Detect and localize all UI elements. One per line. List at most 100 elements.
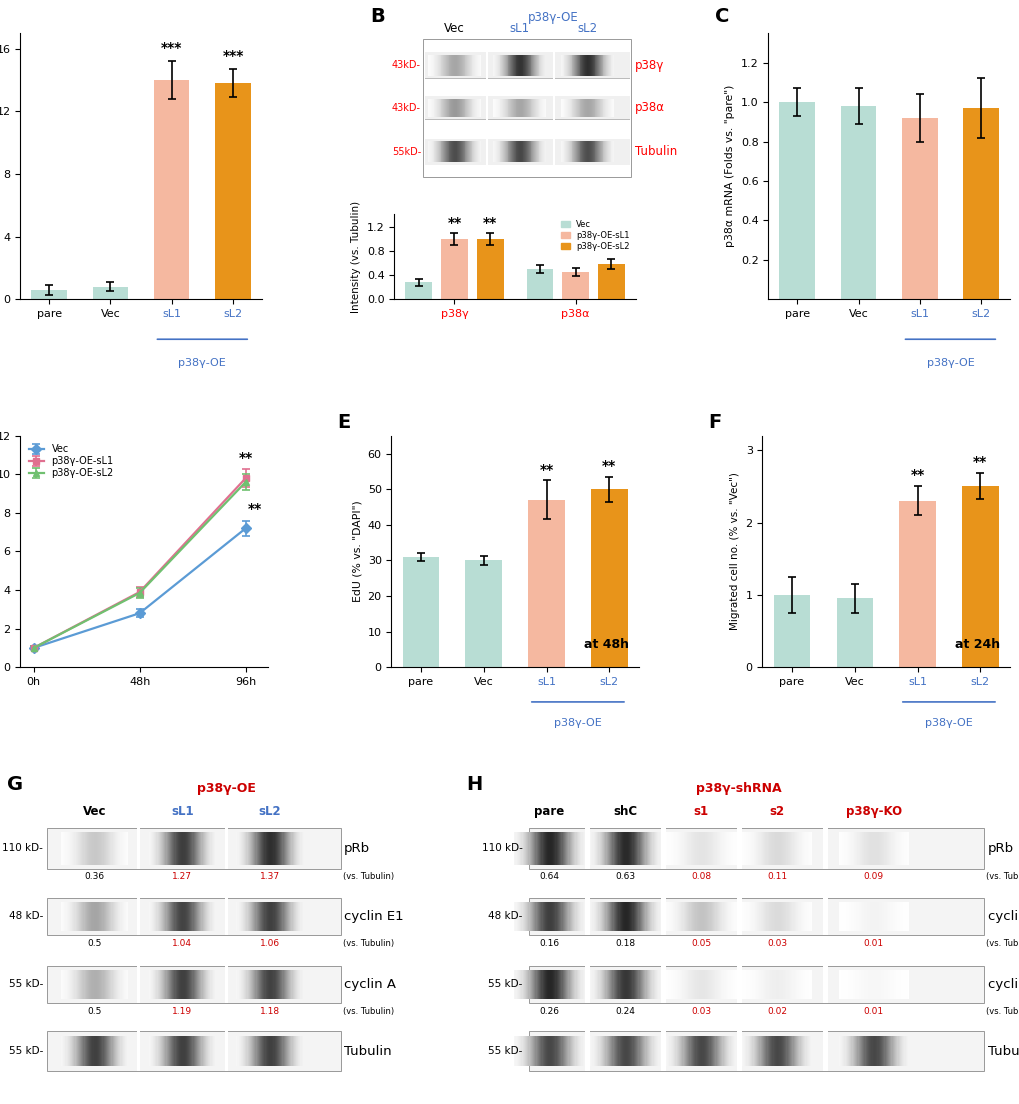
Bar	[629, 902, 630, 932]
Bar	[684, 832, 686, 864]
Bar	[255, 902, 257, 932]
Bar	[847, 969, 848, 999]
Bar	[777, 832, 779, 864]
Text: B: B	[370, 7, 385, 25]
Bar	[695, 832, 696, 864]
Bar	[279, 1036, 280, 1066]
Bar	[692, 969, 694, 999]
Bar	[120, 1036, 121, 1066]
Bar	[712, 969, 713, 999]
Text: F: F	[707, 413, 720, 432]
Bar	[697, 969, 698, 999]
Bar	[240, 1036, 242, 1066]
Bar	[562, 832, 564, 864]
Bar	[853, 902, 854, 932]
Bar	[679, 969, 680, 999]
Bar	[718, 832, 719, 864]
Bar	[688, 902, 689, 932]
Text: 0.24: 0.24	[614, 1007, 635, 1016]
Bar	[651, 969, 652, 999]
Bar	[574, 832, 575, 864]
Bar	[720, 832, 721, 864]
Bar	[86, 969, 87, 999]
Bar	[727, 832, 728, 864]
Bar	[224, 898, 227, 935]
Bar	[184, 969, 185, 999]
Bar	[608, 902, 609, 932]
Bar	[852, 902, 853, 932]
Bar	[675, 832, 676, 864]
Bar	[607, 969, 608, 999]
Bar	[901, 118, 936, 299]
Bar	[110, 969, 111, 999]
Bar	[878, 969, 880, 999]
Bar	[792, 1036, 793, 1066]
Bar	[583, 1036, 584, 1066]
Bar	[596, 902, 598, 932]
Bar	[691, 969, 692, 999]
Bar	[800, 1036, 801, 1066]
Bar	[93, 969, 94, 999]
Bar	[746, 1036, 747, 1066]
Bar	[572, 1036, 573, 1066]
Bar	[749, 969, 750, 999]
Bar	[98, 902, 99, 932]
Bar	[798, 832, 799, 864]
Text: H: H	[466, 775, 482, 794]
Bar	[754, 902, 755, 932]
Bar	[175, 902, 176, 932]
Bar	[692, 832, 694, 864]
Bar	[783, 1036, 784, 1066]
Bar	[96, 969, 97, 999]
Bar	[208, 969, 209, 999]
Bar	[878, 1036, 880, 1066]
Bar	[205, 832, 206, 864]
Bar	[869, 969, 870, 999]
Bar	[857, 832, 858, 864]
Y-axis label: p38α mRNA (Folds vs. "pare"): p38α mRNA (Folds vs. "pare")	[725, 85, 735, 247]
Bar	[848, 1036, 850, 1066]
Bar	[550, 902, 551, 932]
Bar	[215, 83, 251, 299]
Text: (vs. Tubulin): (vs. Tubulin)	[985, 938, 1019, 947]
Bar	[777, 902, 779, 932]
Bar	[115, 902, 116, 932]
Bar	[838, 1036, 839, 1066]
Legend: Vec, p38γ-OE-sL1, p38γ-OE-sL2: Vec, p38γ-OE-sL1, p38γ-OE-sL2	[25, 440, 117, 482]
Bar	[645, 1036, 646, 1066]
Bar	[274, 832, 275, 864]
Bar	[631, 902, 632, 932]
Bar	[99, 902, 100, 932]
Bar	[806, 969, 807, 999]
Bar	[530, 1036, 532, 1066]
Bar	[182, 969, 183, 999]
Bar	[624, 902, 625, 932]
Bar	[753, 1036, 754, 1066]
Bar	[706, 1036, 707, 1066]
Bar	[847, 1036, 848, 1066]
Bar	[101, 902, 102, 932]
Bar	[164, 1036, 165, 1066]
Bar	[808, 969, 809, 999]
Bar	[859, 832, 860, 864]
Bar	[858, 969, 859, 999]
Bar	[719, 1036, 720, 1066]
Bar	[839, 832, 840, 864]
Bar	[251, 902, 252, 932]
Text: 0.63: 0.63	[614, 872, 635, 881]
Text: 0.5: 0.5	[88, 1007, 102, 1016]
Bar	[750, 902, 752, 932]
Bar	[668, 902, 671, 932]
Bar	[745, 1036, 746, 1066]
Bar	[200, 832, 202, 864]
Bar	[605, 832, 606, 864]
Bar	[176, 902, 177, 932]
Bar	[289, 969, 290, 999]
Bar	[90, 902, 91, 932]
Bar	[198, 902, 199, 932]
Bar	[528, 828, 982, 869]
Bar	[680, 1036, 681, 1066]
Bar	[642, 1036, 644, 1066]
Bar	[544, 1036, 545, 1066]
Bar	[609, 902, 610, 932]
